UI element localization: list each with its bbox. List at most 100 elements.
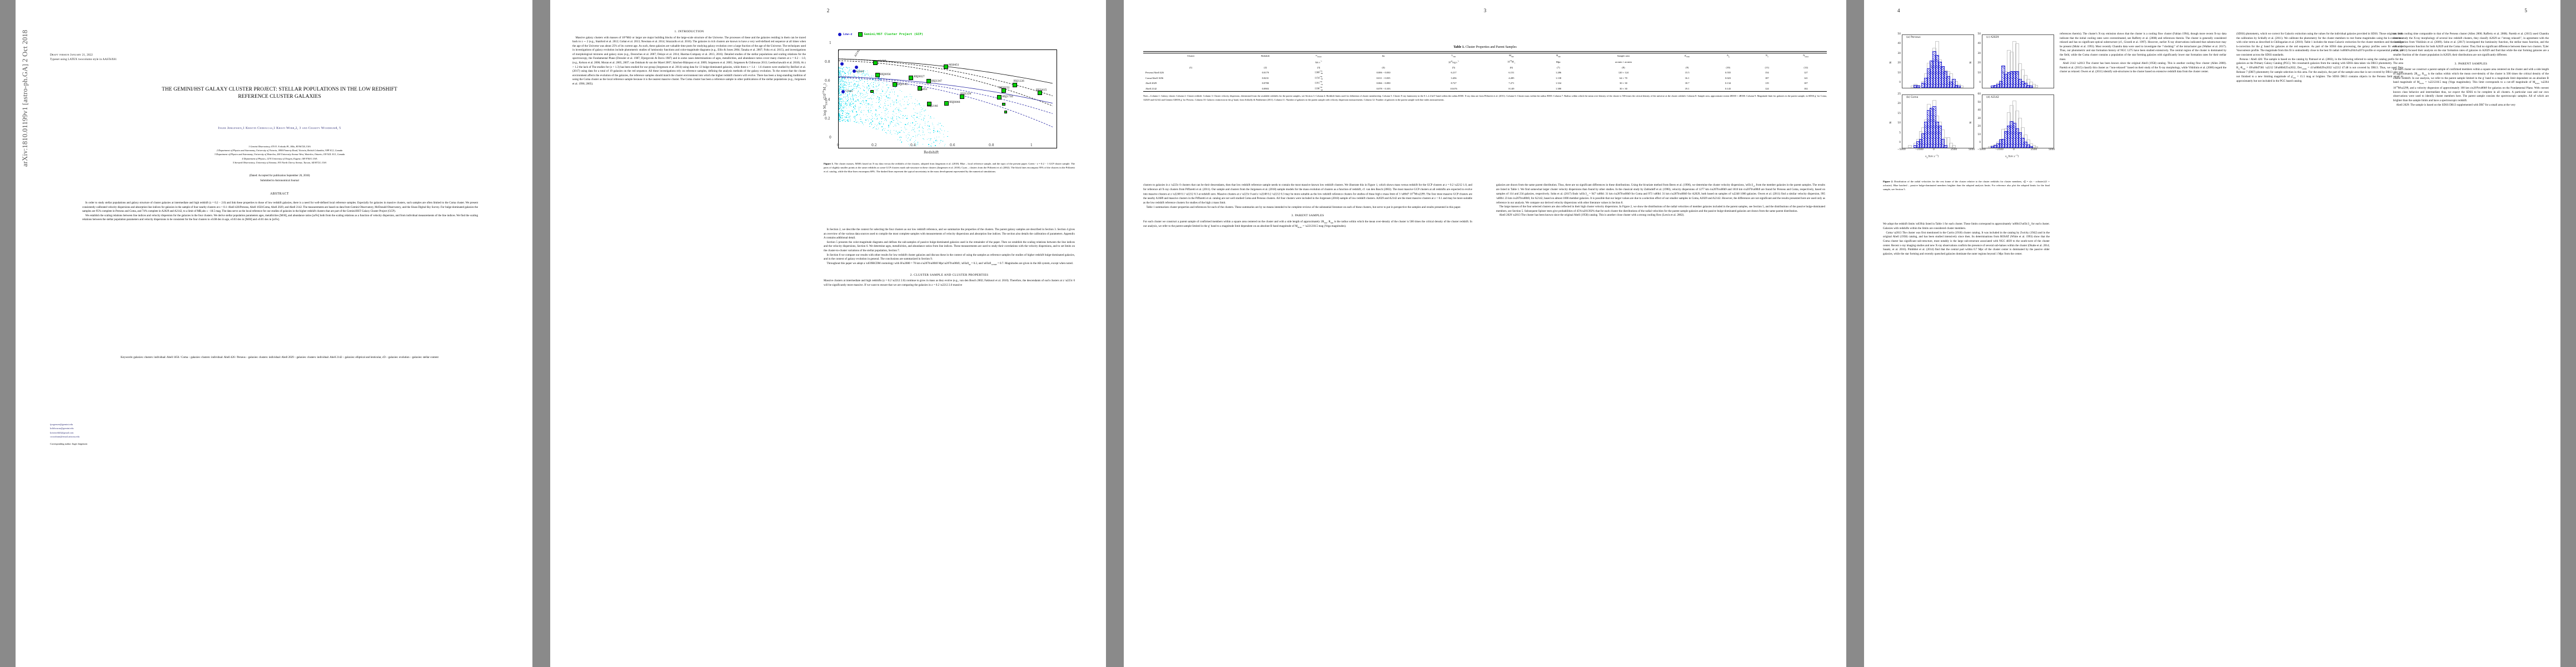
catalog-point xyxy=(879,101,880,102)
catalog-point xyxy=(891,118,893,120)
data-point-label: RXJ0142 xyxy=(896,83,908,86)
col-header: Ag xyxy=(1726,54,1730,58)
catalog-point xyxy=(896,118,898,120)
email-link[interactable]: cwoodrum@email.arizona.edu xyxy=(50,435,79,438)
histogram-bar-members xyxy=(1938,125,1942,148)
legend-label: Low−z xyxy=(843,33,853,36)
corresponding-author: Corresponding author: Inger Jørgensen xyxy=(50,442,88,446)
catalog-point xyxy=(841,78,843,79)
table-cell: Coma/Abell 1656 xyxy=(1145,76,1164,79)
email-link[interactable]: kchiboucas@gemini.edu xyxy=(50,427,74,430)
catalog-point xyxy=(856,122,857,123)
email-link[interactable]: ijorgensen@gemini.edu xyxy=(50,423,73,426)
table-cell: 4.285 xyxy=(1508,76,1514,79)
catalog-point xyxy=(861,71,863,72)
catalog-point xyxy=(840,74,841,76)
y-tick-label: 15 xyxy=(1897,112,1901,115)
catalog-point xyxy=(843,85,844,86)
catalog-point xyxy=(917,113,918,114)
data-point xyxy=(944,101,949,106)
catalog-point xyxy=(843,71,844,72)
data-point-label: RXJ1226 xyxy=(1013,79,1024,83)
page-4: 4 5 (a) Perseus 0 10 20 30 40 50 N (b) Coma 0 5 10 1… xyxy=(1864,0,2560,667)
x-tick-label: 0 xyxy=(1933,148,1935,151)
catalog-point xyxy=(893,110,894,111)
catalog-point xyxy=(848,89,849,90)
catalog-point xyxy=(846,91,848,92)
catalog-point xyxy=(880,94,881,96)
table-cell: 1.286 xyxy=(1555,71,1562,74)
figure-1-x-axis-label: Redshift xyxy=(924,150,939,155)
catalog-point xyxy=(870,97,871,98)
catalog-point xyxy=(858,96,859,97)
catalog-point xyxy=(843,86,844,87)
catalog-point xyxy=(840,79,841,80)
catalog-point xyxy=(854,108,855,109)
catalog-point xyxy=(915,124,916,125)
abstract-paragraph: We establish the scaling relations betwe… xyxy=(82,214,478,222)
catalog-point xyxy=(940,128,941,130)
data-point-label: Coma xyxy=(845,89,853,93)
data-point xyxy=(926,78,931,83)
catalog-point xyxy=(905,115,906,116)
catalog-point xyxy=(890,132,891,133)
y-tick-label: 30 xyxy=(1897,52,1901,55)
catalog-point xyxy=(879,123,880,125)
catalog-point xyxy=(899,137,900,138)
catalog-point xyxy=(870,78,871,79)
y-tick-label: 40 xyxy=(1897,42,1901,46)
x-tick-label: −5000 xyxy=(1977,148,1986,151)
table-cell: 1.334 xyxy=(1555,82,1562,85)
y-axis-label: N xyxy=(1970,121,1973,123)
catalog-point xyxy=(841,79,843,81)
data-point-lowz xyxy=(840,62,844,66)
typeset-line: Typeset using LATEX twocolumn style in A… xyxy=(50,57,117,61)
catalog-point xyxy=(844,87,845,88)
catalog-point xyxy=(852,94,853,96)
catalog-point xyxy=(863,89,864,90)
catalog-point xyxy=(856,71,858,72)
email-link[interactable]: kristiwebb3@gmail.com xyxy=(50,431,74,434)
table-1: Table 1. Cluster Properties and Parent S… xyxy=(1143,46,1827,102)
y-axis-label: N xyxy=(1970,61,1973,63)
col-header: Nindex xyxy=(1803,54,1809,58)
table-row: Perseus/Abell 426 0.0179 1368+74−69 0.006 −… xyxy=(1143,69,1827,75)
catalog-point xyxy=(853,106,854,107)
draft-version-line: Draft version January 21, 2022 xyxy=(50,53,93,57)
catalog-point xyxy=(853,84,854,86)
catalog-point xyxy=(839,91,840,92)
catalog-point xyxy=(842,118,843,119)
abstract-heading: ABSTRACT xyxy=(270,192,289,196)
table-cell: 19.1 xyxy=(1685,87,1690,90)
catalog-point xyxy=(860,117,861,118)
catalog-point xyxy=(861,104,863,106)
section-heading-parent-samples-4: 3. PARENT SAMPLES xyxy=(2454,62,2488,66)
catalog-point xyxy=(842,81,843,82)
page-3-right-column: galaxies are drawn from the same parent … xyxy=(1496,183,1825,218)
catalog-point xyxy=(863,73,864,74)
data-point xyxy=(997,94,1002,99)
data-point-label: MS0451 xyxy=(949,64,959,67)
catalog-point xyxy=(845,121,846,122)
body-paragraph: For each cluster we construct a parent s… xyxy=(2393,68,2549,103)
col-header: g′limit xyxy=(1685,54,1690,58)
catalog-point xyxy=(913,115,914,116)
catalog-point xyxy=(923,128,924,129)
catalog-point xyxy=(895,87,896,88)
x-tick-label: 5000 xyxy=(2049,148,2055,151)
catalog-point xyxy=(947,136,948,137)
y-tick-label: 40 xyxy=(1977,42,1981,46)
catalog-point xyxy=(843,118,844,120)
catalog-point xyxy=(845,93,846,94)
catalog-point xyxy=(851,111,853,112)
table-cell: 1181+42−54 xyxy=(1314,81,1323,86)
catalog-point xyxy=(897,84,898,86)
table-cell: 0.0179 xyxy=(1262,71,1269,74)
panel-title: (c) A2029 xyxy=(1986,36,1999,39)
catalog-point xyxy=(857,86,858,87)
col-unit: 1044erg s−1 xyxy=(1448,60,1459,64)
table-row: Coma/Abell 1656 0.0231 1154+56−56 0.011 − 0… xyxy=(1143,75,1827,81)
catalog-point xyxy=(854,83,855,84)
col-header: Cluster xyxy=(1187,54,1195,58)
catalog-point xyxy=(861,73,863,74)
